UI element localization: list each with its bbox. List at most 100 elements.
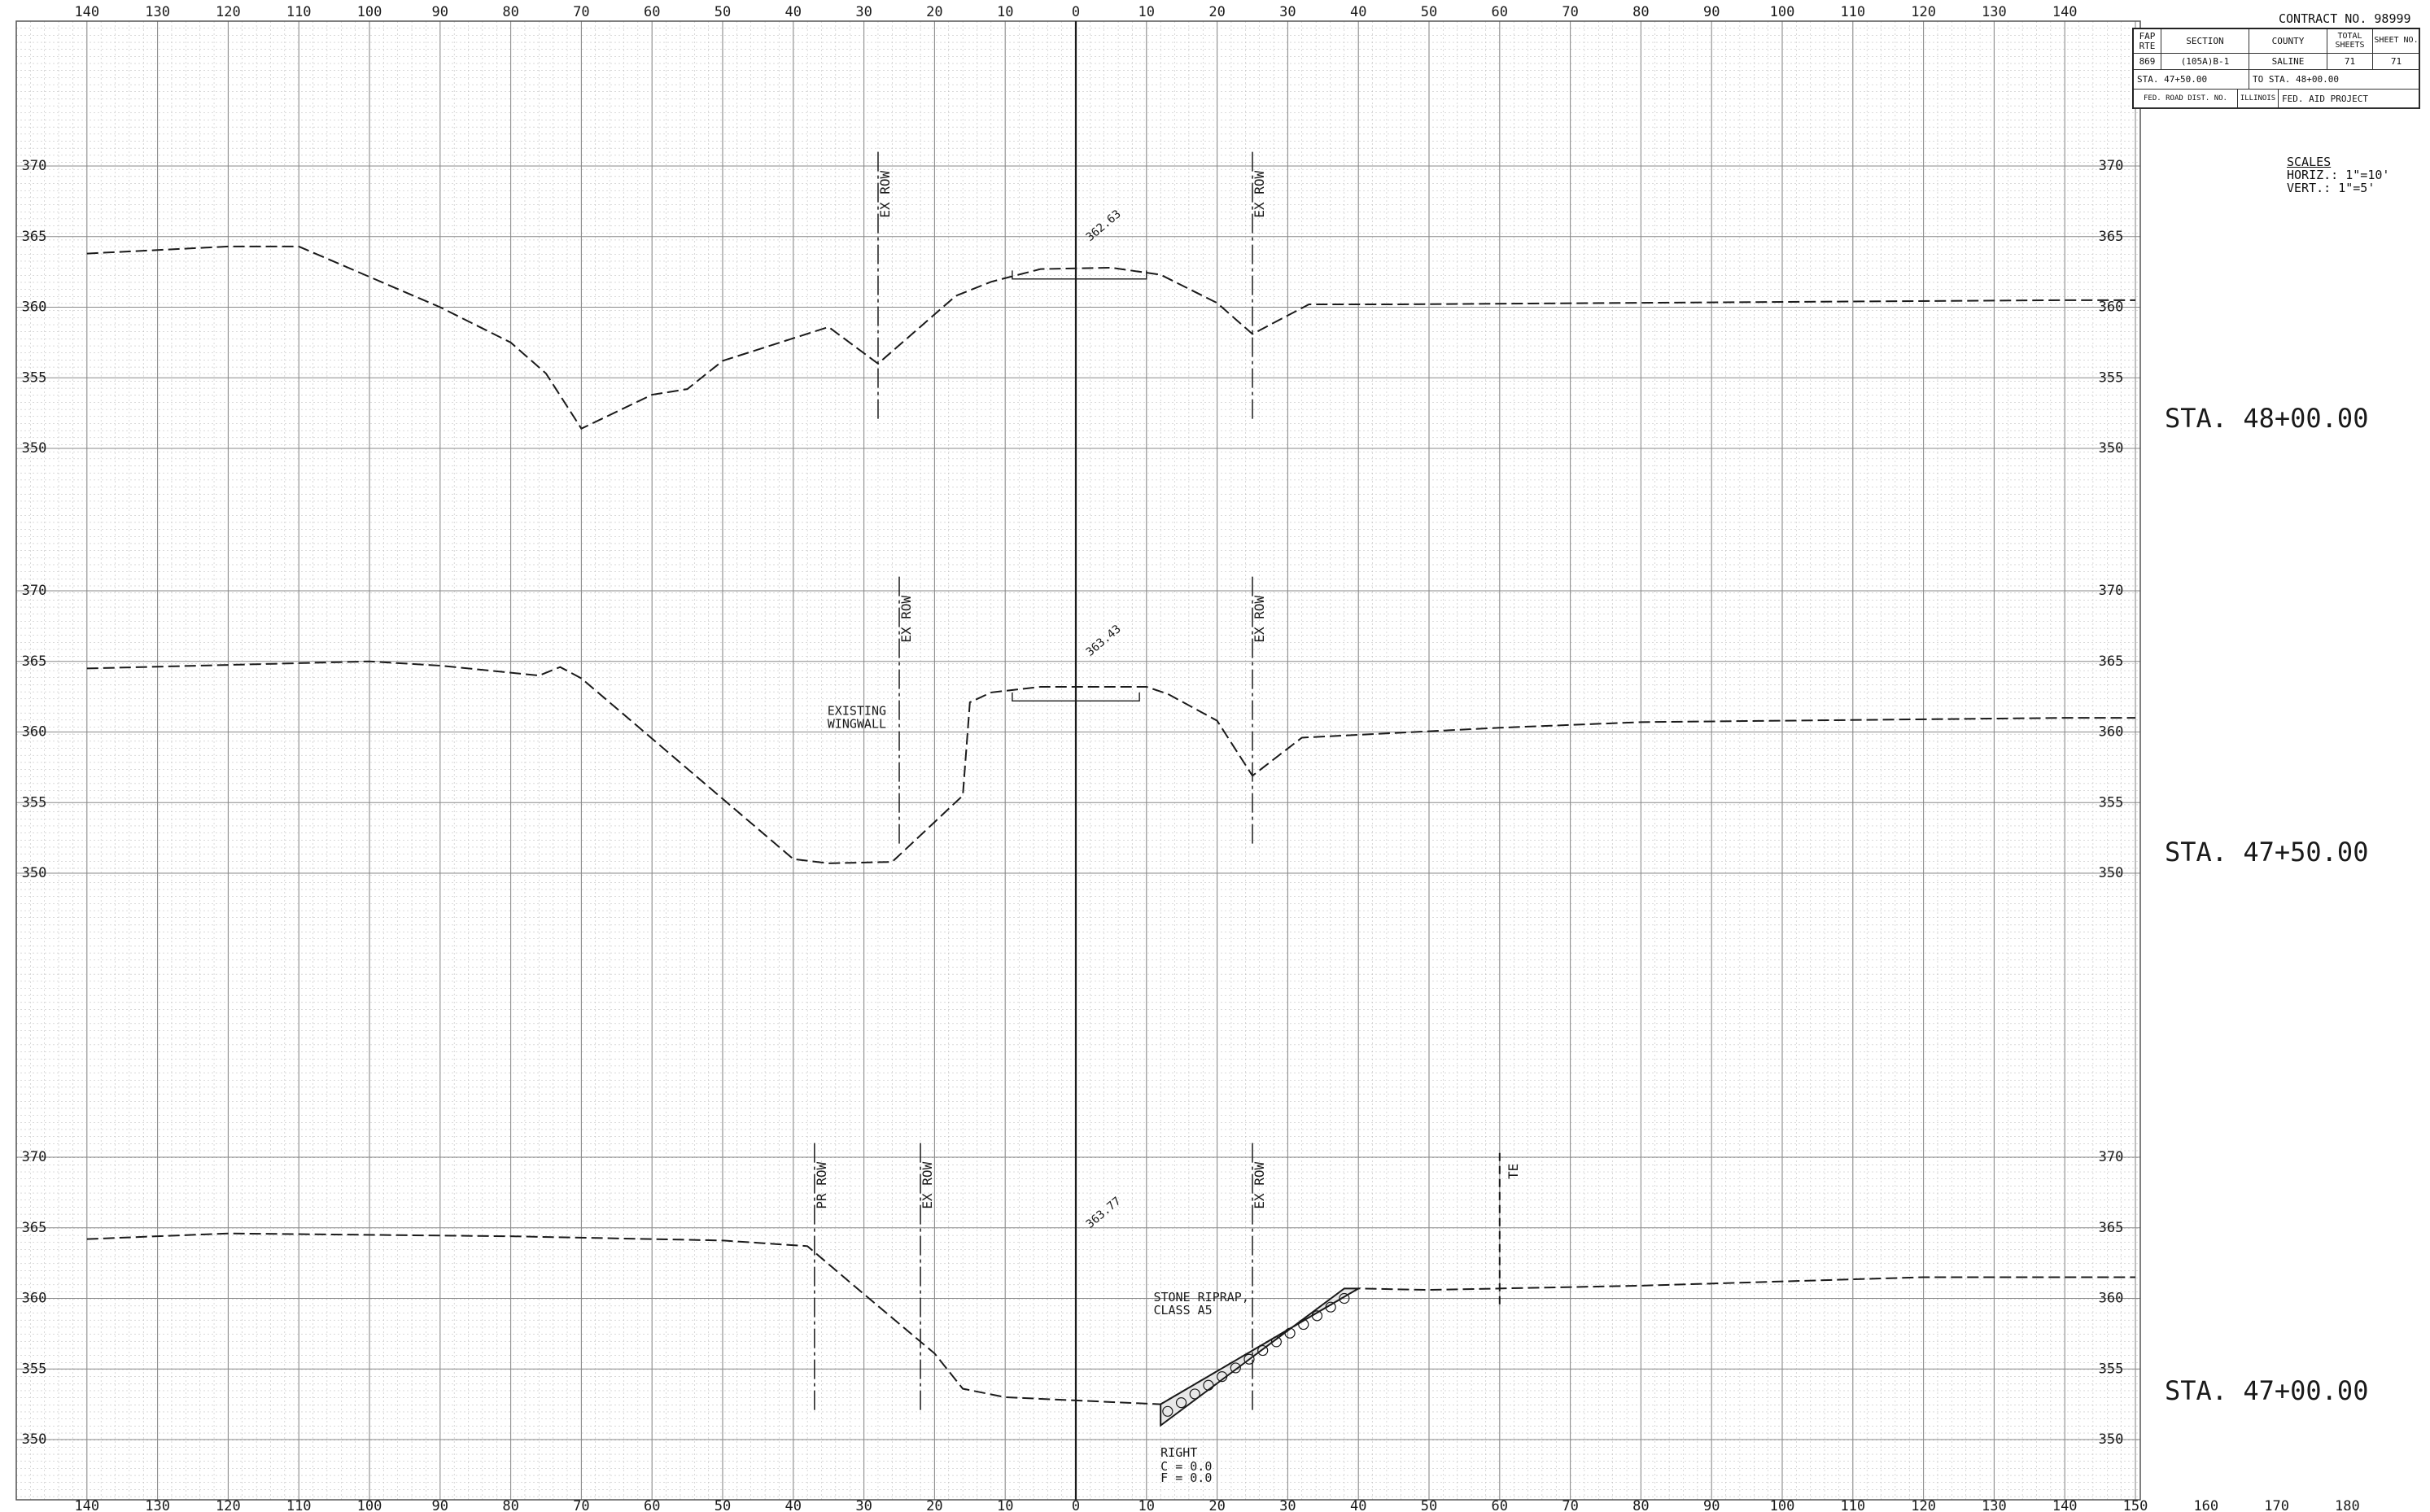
x-tick-label-top: 10 [1139, 4, 1155, 20]
total-sheets-label: TOTAL SHEETS [2327, 29, 2373, 54]
elev-label-left: 350 [22, 865, 47, 881]
elev-label-left: 370 [22, 158, 47, 174]
title-block: FAP RTE SECTION COUNTY TOTAL SHEETS SHEE… [2132, 28, 2420, 109]
elev-label-left: 355 [22, 1361, 47, 1377]
riprap-stone [1270, 1336, 1282, 1348]
x-tick-label-bottom: 120 [1911, 1498, 1936, 1512]
elev-label-left: 365 [22, 653, 47, 670]
x-tick-label-top: 140 [2052, 4, 2078, 20]
elev-label-left: 360 [22, 724, 47, 741]
cut-fill-side: RIGHT [1160, 1445, 1197, 1460]
row-label: PR ROW [814, 1161, 829, 1208]
x-tick-label-top: 60 [1492, 4, 1508, 20]
elev-label-right: 370 [2099, 583, 2124, 599]
riprap-stone [1284, 1327, 1296, 1339]
existing-ground-line [86, 660, 2135, 864]
x-tick-label-top: 80 [1632, 4, 1649, 20]
riprap-stone [1339, 1292, 1350, 1304]
x-tick-label-top: 110 [286, 4, 312, 20]
fence-label: TE [1506, 1164, 1521, 1179]
x-tick-label-top: 40 [785, 4, 802, 20]
elev-label-right: 355 [2099, 369, 2124, 386]
station-label: STA. 47+00.00 [2165, 1375, 2368, 1406]
x-tick-label-bottom: 10 [997, 1498, 1013, 1512]
riprap-stone [1203, 1379, 1214, 1391]
fap-rte-value: 869 [2134, 54, 2161, 70]
section-note: WINGWALL [828, 717, 886, 732]
section-label: SECTION [2161, 29, 2249, 54]
x-tick-label-bottom: 80 [502, 1498, 518, 1512]
x-tick-label-bottom: 30 [855, 1498, 872, 1512]
riprap-stone [1217, 1370, 1228, 1383]
riprap-stone [1162, 1405, 1173, 1417]
x-tick-label-bottom: 60 [644, 1498, 660, 1512]
row-label: EX ROW [1252, 595, 1267, 642]
x-tick-label-top: 120 [1911, 4, 1936, 20]
station-to: TO STA. 48+00.00 [2249, 70, 2420, 90]
x-tick-label-top: 40 [1350, 4, 1366, 20]
x-tick-label-top: 80 [502, 4, 518, 20]
elev-label-right: 360 [2099, 1291, 2124, 1307]
x-tick-label-bottom: 110 [286, 1498, 312, 1512]
x-tick-label-top: 70 [573, 4, 589, 20]
x-tick-label-bottom: 80 [1632, 1498, 1649, 1512]
x-tick-label-bottom: 90 [1703, 1498, 1720, 1512]
x-tick-label-bottom: 40 [785, 1498, 802, 1512]
elev-label-left: 355 [22, 369, 47, 386]
x-tick-label-bottom: 50 [715, 1498, 731, 1512]
x-tick-label-top: 100 [357, 4, 382, 20]
x-tick-label-top: 130 [145, 4, 170, 20]
section-note: STONE RIPRAP, [1153, 1290, 1248, 1304]
elev-label-right: 350 [2099, 1431, 2124, 1448]
riprap-stone [1189, 1388, 1200, 1400]
x-tick-label-bottom: 150 [2123, 1498, 2148, 1512]
elev-label-left: 365 [22, 1220, 47, 1236]
riprap-stone [1175, 1397, 1187, 1409]
elev-label-left: 370 [22, 583, 47, 599]
x-tick-label-top: 20 [1208, 4, 1225, 20]
sheet-no-label: SHEET NO. [2373, 29, 2420, 54]
section-value: (105A)B-1 [2161, 54, 2249, 70]
row-label: EX ROW [1252, 170, 1267, 217]
contract-number: CONTRACT NO. 98999 [2279, 11, 2411, 26]
sheet-no-value: 71 [2373, 54, 2420, 70]
row-label: EX ROW [920, 1161, 935, 1208]
x-tick-label-bottom: 120 [216, 1498, 241, 1512]
x-tick-label-top: 130 [1982, 4, 2007, 20]
pavement-outline [1012, 270, 1147, 280]
x-tick-label-top: 50 [1421, 4, 1437, 20]
elev-label-left: 350 [22, 1431, 47, 1448]
riprap-stone [1243, 1353, 1255, 1365]
x-tick-label-bottom: 20 [926, 1498, 942, 1512]
row-label: EX ROW [1252, 1161, 1267, 1208]
elev-label-left: 350 [22, 440, 47, 457]
x-tick-label-top: 20 [926, 4, 942, 20]
x-tick-label-bottom: 70 [1562, 1498, 1578, 1512]
x-tick-label-top: 90 [432, 4, 448, 20]
x-tick-label-bottom: 0 [1072, 1498, 1080, 1512]
fed-aid-project: FED. AID PROJECT [2279, 90, 2420, 109]
scales-title: SCALES [2287, 155, 2332, 169]
x-tick-label-top: 120 [216, 4, 241, 20]
x-tick-label-bottom: 160 [2193, 1498, 2218, 1512]
x-tick-label-top: 30 [855, 4, 872, 20]
riprap-stone [1230, 1362, 1241, 1374]
x-tick-label-bottom: 170 [2264, 1498, 2289, 1512]
x-tick-label-top: 60 [644, 4, 660, 20]
x-tick-label-bottom: 140 [2052, 1498, 2078, 1512]
state-name: ILLINOIS [2238, 90, 2279, 109]
fed-road-dist: FED. ROAD DIST. NO. [2134, 90, 2238, 109]
x-tick-label-bottom: 40 [1350, 1498, 1366, 1512]
x-tick-label-top: 90 [1703, 4, 1720, 20]
elev-label-right: 365 [2099, 1220, 2124, 1236]
x-tick-label-bottom: 130 [1982, 1498, 2007, 1512]
fill-value: F = 0.0 [1160, 1470, 1212, 1485]
elev-label-right: 350 [2099, 440, 2124, 457]
elev-label-right: 360 [2099, 724, 2124, 741]
x-tick-label-bottom: 30 [1279, 1498, 1296, 1512]
riprap-stone [1298, 1318, 1309, 1331]
row-label: EX ROW [877, 170, 893, 217]
